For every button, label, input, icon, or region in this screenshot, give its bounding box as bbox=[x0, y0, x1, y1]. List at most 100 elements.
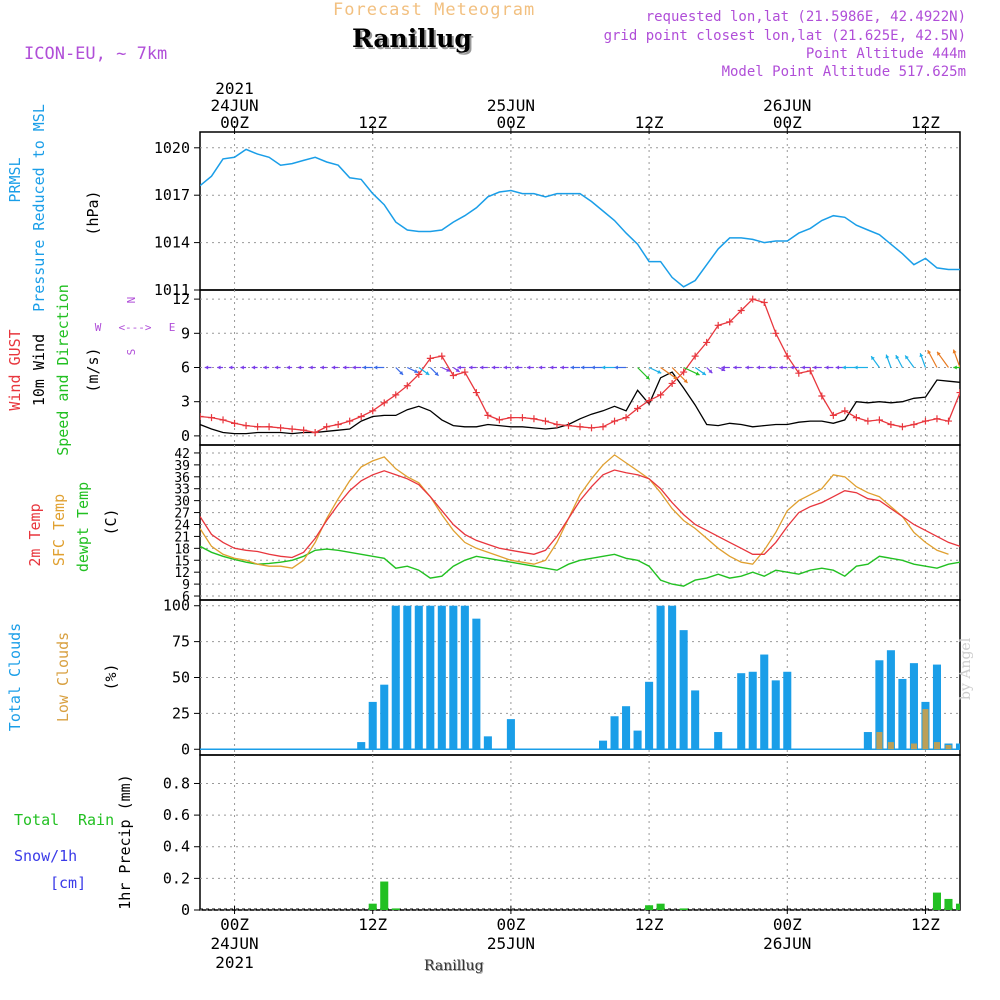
footer-location: Ranillug bbox=[424, 958, 484, 974]
total-cloud-bar bbox=[691, 690, 700, 750]
wind-arrow-head bbox=[580, 365, 585, 370]
wind-direction-arrow bbox=[671, 367, 688, 384]
total-cloud-bar bbox=[645, 681, 654, 750]
bottom-time-label: 00Z bbox=[496, 915, 525, 934]
total-cloud-bar bbox=[599, 740, 608, 750]
wind-arrow-head bbox=[549, 365, 554, 370]
gust-marker bbox=[518, 414, 526, 422]
wind-arrow-head bbox=[895, 355, 900, 360]
total-cloud-bar bbox=[368, 701, 377, 750]
gust-marker bbox=[403, 382, 411, 390]
temp-frame bbox=[199, 444, 961, 601]
top-time-label: 26JUN bbox=[763, 96, 811, 115]
gust-marker bbox=[887, 420, 895, 428]
gust-marker bbox=[553, 420, 561, 428]
gust-marker bbox=[438, 352, 446, 360]
clouds-ytick-label: 100 bbox=[163, 597, 190, 615]
clouds-label-total: Total Clouds bbox=[6, 623, 24, 731]
wind-arrow-head bbox=[601, 365, 606, 370]
pressure-frame bbox=[199, 131, 961, 291]
gust-marker bbox=[829, 411, 837, 419]
temp-series bbox=[200, 454, 960, 587]
gust-marker bbox=[530, 415, 538, 423]
wind-arrow-head bbox=[779, 365, 783, 370]
total-cloud-bar bbox=[863, 732, 872, 750]
gust-marker bbox=[910, 420, 918, 428]
clouds-ytick-label: 0 bbox=[181, 740, 190, 758]
wind-arrow-head bbox=[801, 365, 805, 370]
rain-bar bbox=[645, 905, 654, 910]
clouds-panel: 0 25 50 75 100 bbox=[163, 597, 961, 758]
pressure-series bbox=[200, 148, 960, 288]
rain-bar bbox=[380, 881, 389, 910]
temp-ytick-label: 30 bbox=[174, 495, 190, 510]
gust-marker bbox=[634, 405, 642, 413]
gust-marker bbox=[200, 413, 204, 421]
gust-marker bbox=[991, 357, 998, 364]
temp-ytick-label: 15 bbox=[174, 554, 190, 569]
gust-marker bbox=[588, 424, 596, 432]
total-cloud-bar bbox=[771, 680, 780, 750]
wind-arrow-head bbox=[952, 349, 957, 354]
top-time-label: 00Z bbox=[220, 113, 249, 132]
gust-marker bbox=[346, 417, 354, 425]
wind-arrow-head bbox=[240, 365, 244, 370]
gust-marker bbox=[449, 371, 457, 379]
compass-s: S bbox=[125, 349, 138, 356]
wind-arrow-head bbox=[657, 369, 662, 374]
clouds-series bbox=[200, 605, 960, 751]
bottom-time-label: 00Z bbox=[773, 915, 802, 934]
rain-bar bbox=[955, 903, 960, 910]
top-time-label: 24JUN bbox=[210, 96, 258, 115]
gust-marker bbox=[772, 329, 780, 337]
rain-bar bbox=[932, 892, 941, 910]
wind-arrow-head bbox=[919, 353, 924, 358]
gust-marker bbox=[944, 417, 952, 425]
wind-arrow-head bbox=[708, 369, 713, 374]
wind-arrow-head bbox=[701, 371, 706, 376]
gust-marker bbox=[300, 426, 308, 434]
wind-arrow-head bbox=[721, 367, 726, 372]
pressure-panel: 1011 1014 1017 1020 bbox=[154, 131, 961, 299]
temp-ytick-label: 42 bbox=[174, 447, 190, 462]
wind-arrow-head bbox=[399, 370, 404, 375]
gust-marker bbox=[392, 391, 400, 399]
wind-arrow-head bbox=[468, 365, 473, 370]
compass-n: N bbox=[125, 297, 138, 304]
precip-ytick-label: 0.8 bbox=[163, 774, 190, 792]
wind-arrow-head bbox=[425, 371, 430, 375]
pressure-label-msl: Pressure Reduced to MSL bbox=[30, 104, 48, 312]
gust-marker bbox=[208, 414, 216, 422]
wind-ytick-label: 6 bbox=[181, 359, 190, 377]
gust-marker bbox=[495, 416, 503, 424]
wind-arrow-head bbox=[263, 365, 267, 370]
total-cloud-bar bbox=[898, 678, 907, 750]
bottom-time-label: 2021 bbox=[215, 953, 254, 972]
gust-marker bbox=[254, 423, 262, 431]
pressure-ytick-label: 1020 bbox=[154, 139, 190, 157]
total-cloud-bar bbox=[633, 730, 642, 750]
total-cloud-bar bbox=[483, 736, 492, 750]
gust-marker bbox=[806, 367, 814, 375]
wind-label-gust: Wind GUST bbox=[6, 329, 24, 410]
wind-arrow-head bbox=[457, 365, 461, 370]
wind-arrow-head bbox=[538, 365, 543, 370]
gust-marker bbox=[691, 352, 699, 360]
bottom-time-label: 12Z bbox=[358, 915, 387, 934]
precip-ytick-label: 0.4 bbox=[163, 838, 190, 856]
total-cloud-bar bbox=[403, 605, 412, 750]
total-cloud-bar bbox=[909, 663, 918, 750]
wind-ytick-label: 9 bbox=[181, 324, 190, 342]
clouds-label-low: Low Clouds bbox=[54, 632, 72, 722]
gust-marker bbox=[472, 389, 480, 397]
gust-marker bbox=[921, 417, 929, 425]
low-cloud-bar bbox=[910, 743, 917, 750]
wind-arrow-head bbox=[927, 350, 932, 355]
wind-arrow-head bbox=[373, 365, 378, 370]
gridpoint-coords: grid point closest lon,lat (21.625E, 42.… bbox=[603, 28, 966, 44]
total-cloud-bar bbox=[875, 660, 884, 750]
rain-bar bbox=[944, 898, 953, 910]
wind-arrow-head bbox=[937, 351, 941, 356]
total-cloud-bar bbox=[932, 664, 941, 750]
